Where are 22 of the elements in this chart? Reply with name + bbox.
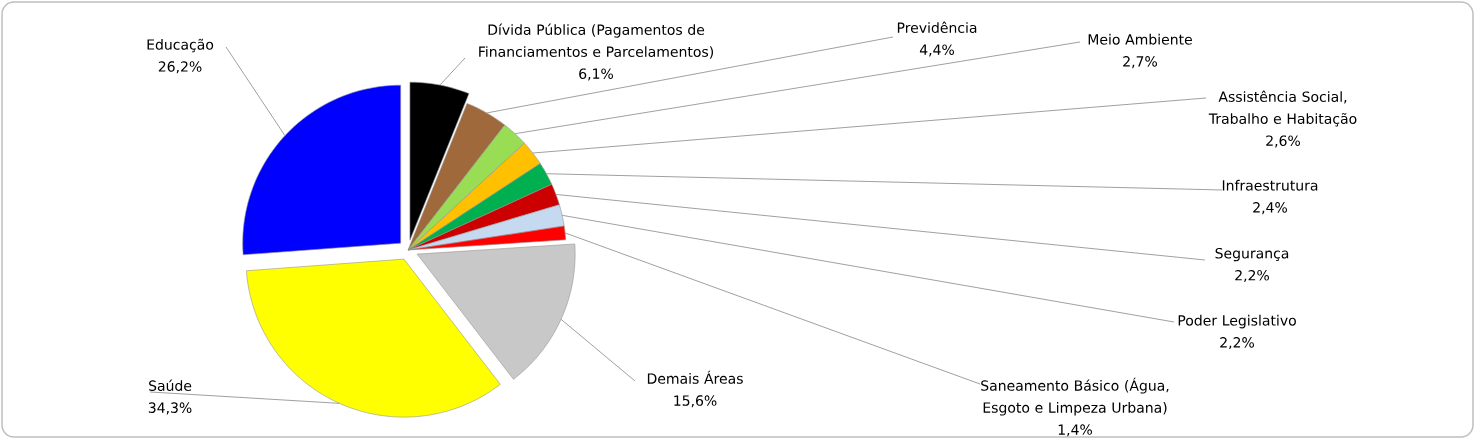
data-label: 34,3% xyxy=(148,402,192,415)
data-label: 2,7% xyxy=(1123,56,1158,69)
slice-label: Dívida Pública (Pagamentos de Financiamentos e Parcelamentos) xyxy=(479,23,714,59)
data-label: 2,2% xyxy=(1235,269,1269,282)
slice-label: Educação xyxy=(147,38,214,53)
slice-label: Assistência Social, Trabalho e Habitação xyxy=(1208,90,1357,127)
slice-label: Demais Áreas xyxy=(647,370,743,384)
slice-label: Poder Legislativo xyxy=(1178,314,1296,329)
slice-label: Saneamento Básico (Água, Esgoto e Limpeza Urbana) xyxy=(981,377,1169,416)
data-label: 15,6% xyxy=(674,395,717,408)
data-label: 6,1% xyxy=(579,68,614,81)
data-label: 4,4% xyxy=(919,44,955,57)
slice-label: Saúde xyxy=(149,379,192,391)
slice-label: Meio Ambiente xyxy=(1088,33,1192,45)
slice-label: Segurança xyxy=(1215,247,1289,262)
slice-label: Previdência xyxy=(897,21,977,33)
data-label: 1,4% xyxy=(1058,424,1093,437)
slice-label: Infraestrutura xyxy=(1222,179,1318,191)
data-label: 26,2% xyxy=(158,61,202,74)
data-label: 2,6% xyxy=(1266,135,1300,148)
data-label: 2,4% xyxy=(1253,202,1287,215)
data-label: 2,2% xyxy=(1220,337,1254,350)
